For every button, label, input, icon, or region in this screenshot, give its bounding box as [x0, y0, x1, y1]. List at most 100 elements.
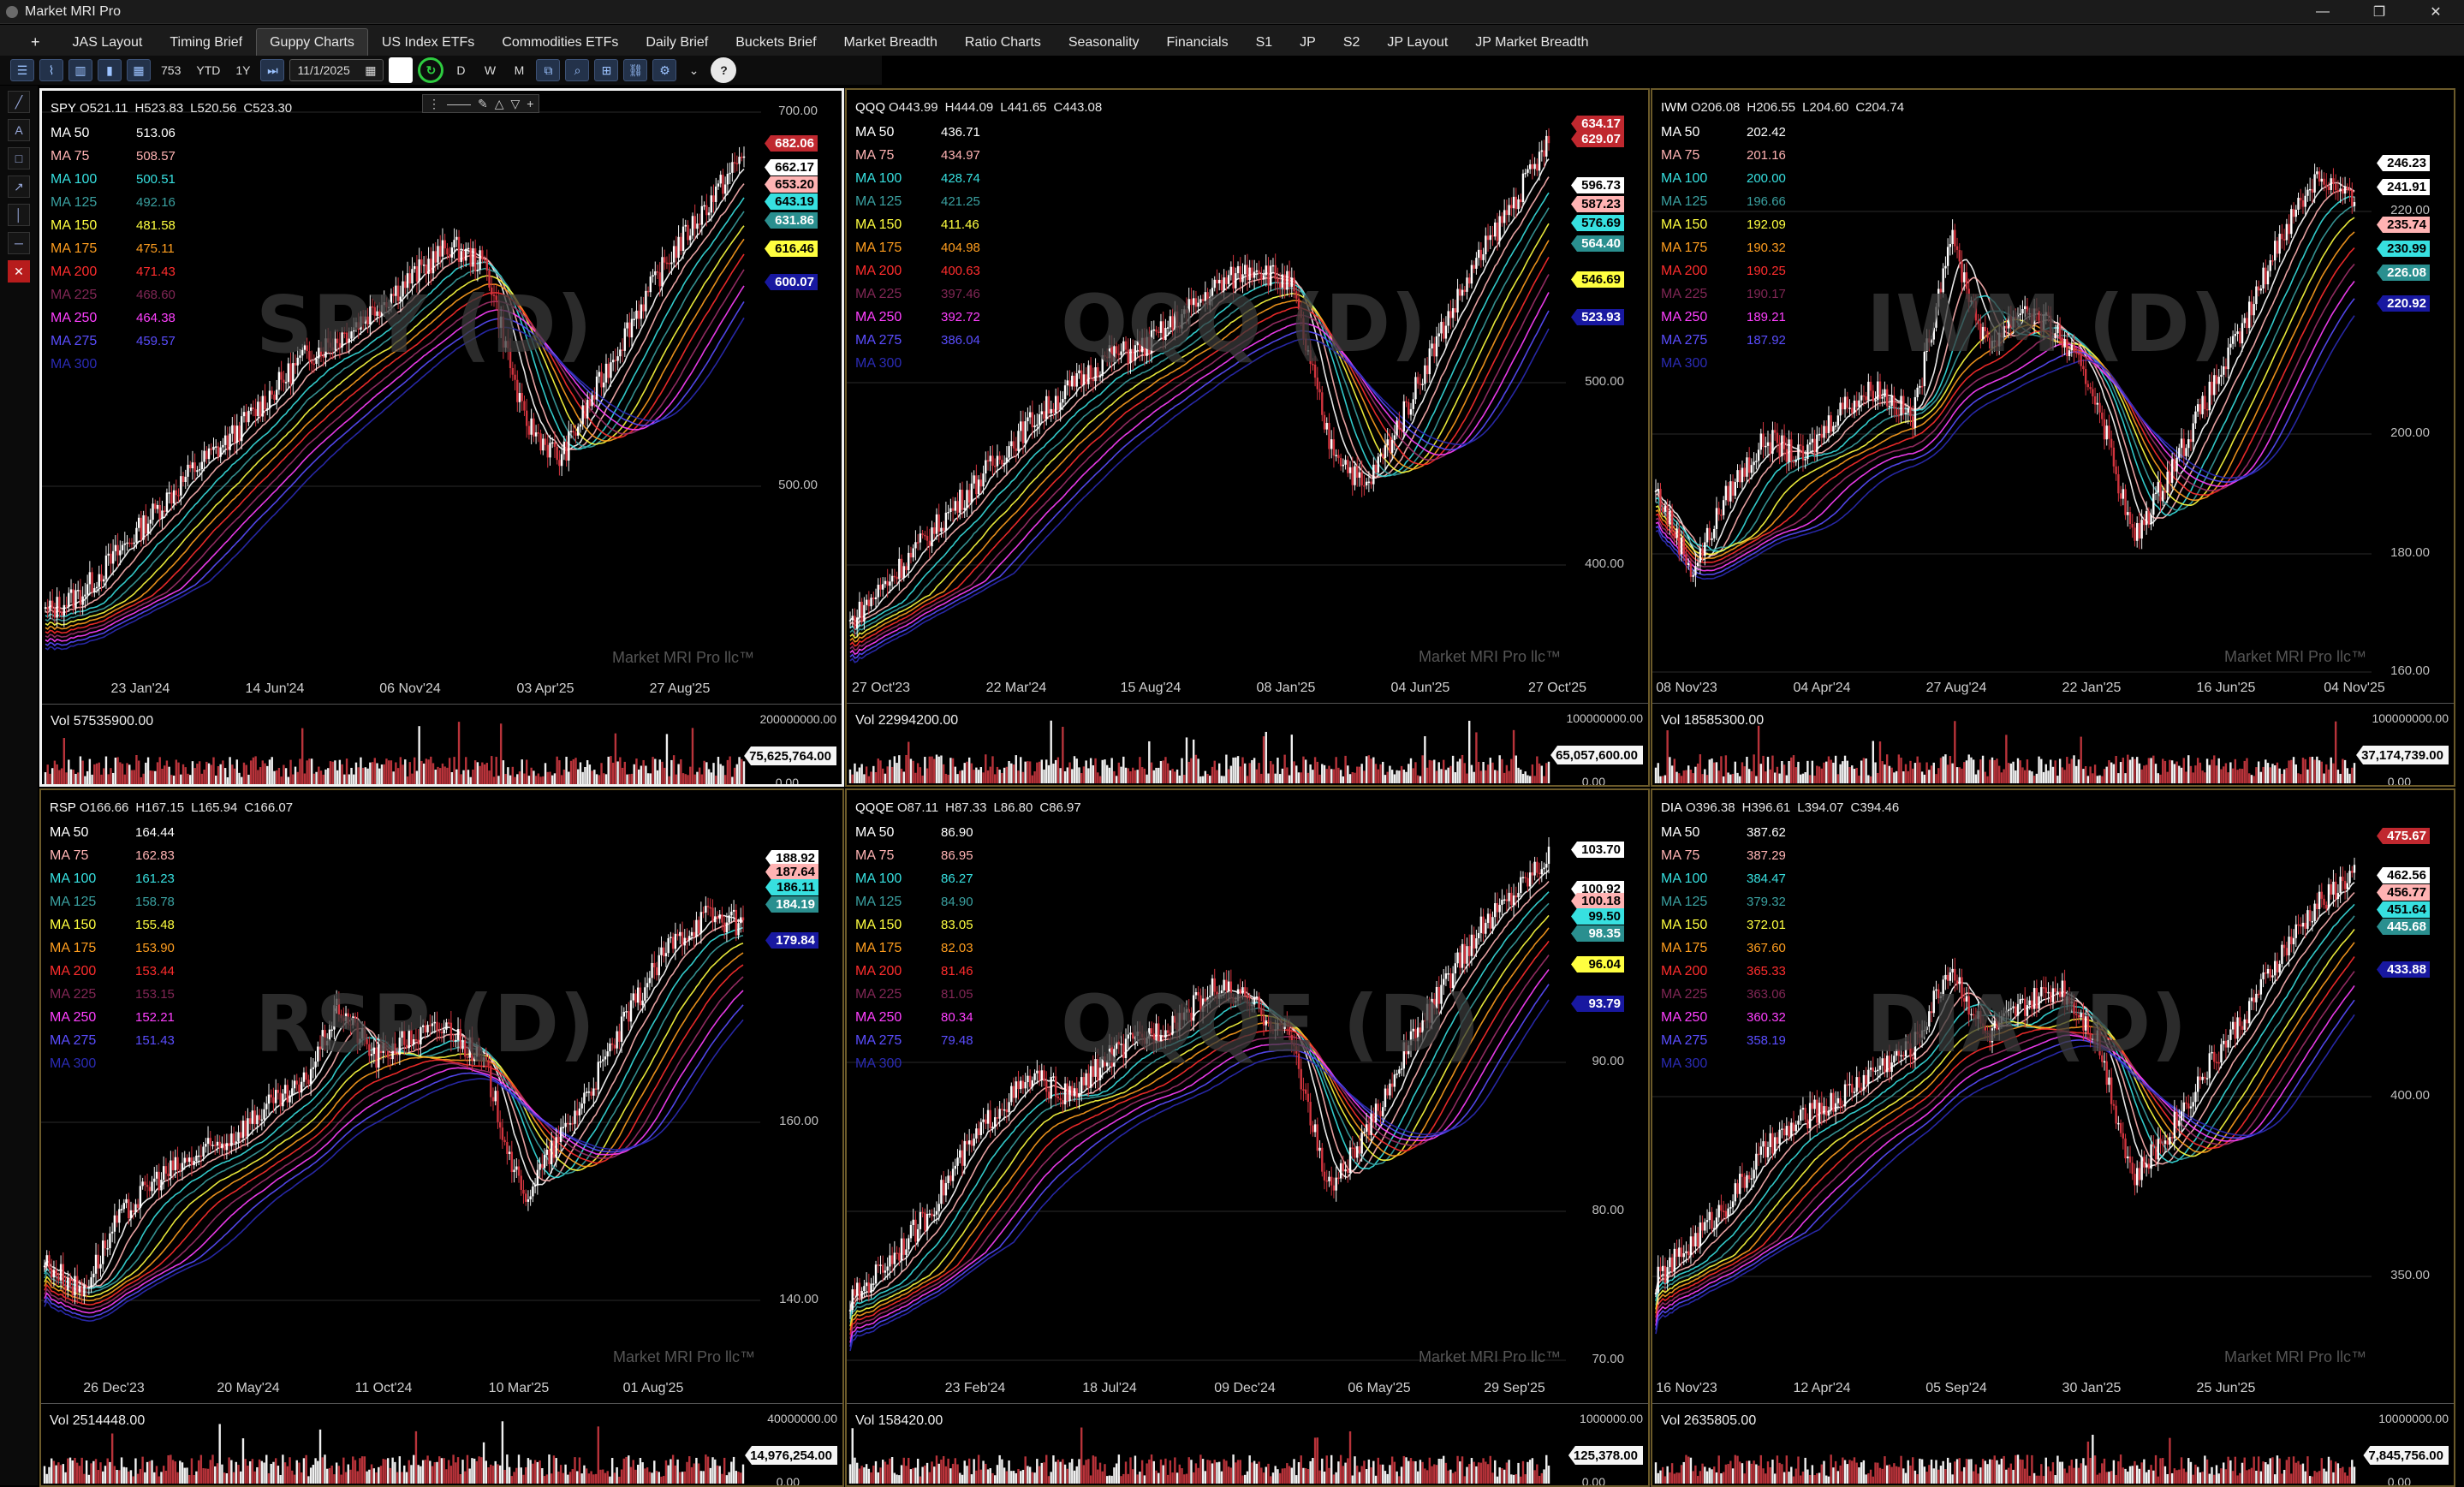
candle-body	[1459, 953, 1461, 968]
tab-s1[interactable]: S1	[1242, 28, 1287, 56]
tab-jp[interactable]: JP	[1286, 28, 1330, 56]
candle-body	[1006, 458, 1008, 463]
volume-bar	[1022, 1470, 1024, 1484]
volume-bar	[187, 774, 188, 784]
volume-bar	[1666, 730, 1668, 783]
horizontal-line-tool-icon[interactable]: ─	[8, 232, 30, 254]
help-icon[interactable]: ?	[711, 57, 736, 83]
volume-pane-divider[interactable]	[1652, 703, 2454, 704]
scan-icon[interactable]: ⌕	[565, 59, 589, 81]
volume-bar	[359, 1458, 360, 1484]
add-tab-button[interactable]: +	[17, 28, 54, 56]
add-icon[interactable]: +	[527, 97, 533, 110]
grid-layout-icon[interactable]: ⊞	[594, 59, 618, 81]
volume-bar	[238, 773, 240, 784]
line-style-icon[interactable]: ——	[447, 97, 471, 110]
layout-icon[interactable]: ☰	[10, 59, 34, 81]
volume-bar	[1795, 767, 1797, 783]
volume-pane-divider[interactable]	[41, 1403, 842, 1404]
tab-jas-layout[interactable]: JAS Layout	[59, 28, 157, 56]
indicator-icon[interactable]: ▦	[127, 59, 151, 81]
candle-body	[2229, 344, 2231, 348]
tab-market-breadth[interactable]: Market Breadth	[830, 28, 951, 56]
minimize-button[interactable]: —	[2294, 0, 2351, 24]
trendline-tool-icon[interactable]: ╱	[8, 91, 30, 113]
candle-chart-icon[interactable]: ▮	[98, 59, 122, 81]
volume-pane-divider[interactable]	[42, 704, 842, 705]
tab-jp-layout[interactable]: JP Layout	[1373, 28, 1461, 56]
volume-bar	[588, 1473, 590, 1484]
candle-body	[621, 1016, 622, 1041]
drag-handle-icon[interactable]: ⋮	[428, 97, 440, 111]
symbol-label[interactable]: RSP	[50, 800, 76, 815]
volume-bar	[338, 1466, 340, 1484]
candle-body	[472, 248, 473, 266]
vertical-line-tool-icon[interactable]: │	[8, 204, 30, 226]
tab-timing-brief[interactable]: Timing Brief	[156, 28, 256, 56]
tab-us-index-etfs[interactable]: US Index ETFs	[368, 28, 488, 56]
rectangle-tool-icon[interactable]: □	[8, 147, 30, 170]
tab-commodities-etfs[interactable]: Commodities ETFs	[488, 28, 632, 56]
bar-count[interactable]: 753	[156, 59, 186, 81]
tab-s2[interactable]: S2	[1330, 28, 1374, 56]
refresh-icon[interactable]: ↻	[418, 57, 443, 83]
filter-icon[interactable]: ▽	[511, 97, 521, 111]
candle-body	[656, 967, 658, 975]
volume-pane-divider[interactable]	[847, 703, 1648, 704]
candle-body	[1370, 482, 1372, 485]
date-picker[interactable]: 11/1/2025▦	[289, 59, 384, 81]
tab-financials[interactable]: Financials	[1153, 28, 1242, 56]
bar-chart-icon[interactable]: ▥	[68, 59, 92, 81]
candle-body	[1548, 136, 1550, 143]
symbol-label[interactable]: SPY	[51, 101, 76, 116]
candle-body	[879, 1264, 881, 1266]
candle-body	[157, 505, 158, 509]
candle-body	[1456, 289, 1458, 313]
settings-icon[interactable]: ⚙	[652, 59, 676, 81]
symbol-label[interactable]: QQQ	[855, 100, 885, 115]
scroll-end-icon[interactable]: ⏭	[260, 59, 284, 81]
range-button[interactable]: 1Y	[230, 59, 255, 81]
tab-ratio-charts[interactable]: Ratio Charts	[951, 28, 1055, 56]
period-weekly[interactable]: W	[478, 59, 502, 81]
volume-bar	[217, 1463, 218, 1484]
symbol-label[interactable]: QQQE	[855, 800, 894, 815]
ytd-button[interactable]: YTD	[191, 59, 225, 81]
tab-buckets-brief[interactable]: Buckets Brief	[722, 28, 830, 56]
tab-jp-market-breadth[interactable]: JP Market Breadth	[1461, 28, 1602, 56]
volume-bar	[324, 770, 326, 784]
maximize-button[interactable]: ❐	[2351, 0, 2407, 24]
candle-body	[1464, 944, 1466, 964]
text-tool-icon[interactable]: A	[8, 119, 30, 141]
tab-guppy-charts[interactable]: Guppy Charts	[256, 28, 368, 56]
compare-icon[interactable]: ⧉	[536, 59, 560, 81]
tab-daily-brief[interactable]: Daily Brief	[632, 28, 722, 56]
volume-bar	[667, 1466, 669, 1484]
arrow-tool-icon[interactable]: ↗	[8, 175, 30, 198]
volume-pane-divider[interactable]	[847, 1403, 1648, 1404]
candle-body	[2171, 459, 2173, 483]
candle-body	[700, 912, 702, 933]
pencil-icon[interactable]: ✎	[478, 97, 488, 111]
triangle-icon[interactable]: △	[495, 97, 504, 111]
settings-dropdown-icon[interactable]: ⌄	[681, 59, 705, 81]
link-icon[interactable]: ⛓	[623, 59, 647, 81]
candle-body	[901, 559, 902, 578]
close-button[interactable]: ✕	[2407, 0, 2464, 24]
line-chart-icon[interactable]: ⌇	[39, 59, 63, 81]
floating-draw-toolbar[interactable]: ⋮ —— ✎ △ ▽ +	[422, 94, 539, 113]
symbol-label[interactable]: IWM	[1661, 100, 1687, 115]
tab-seasonality[interactable]: Seasonality	[1055, 28, 1153, 56]
period-monthly[interactable]: M	[507, 59, 531, 81]
candle-body	[2098, 403, 2100, 413]
period-daily[interactable]: D	[449, 59, 473, 81]
delete-drawings-icon[interactable]: ✕	[8, 260, 30, 283]
volume-bar	[1013, 1471, 1015, 1484]
